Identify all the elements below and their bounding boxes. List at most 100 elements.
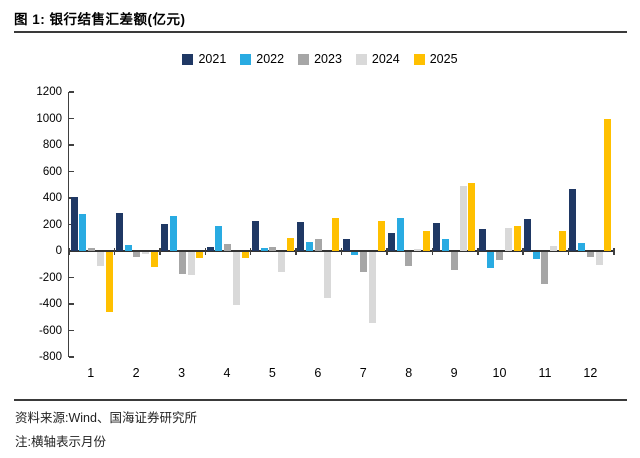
bar-2021-month-7 [342,239,350,251]
bar-2021-month-8 [387,233,395,251]
bar-2023-month-12 [586,251,594,258]
x-axis-label-6: 6 [314,366,322,380]
bar-2022-month-1 [79,213,87,251]
bar-2023-month-4 [224,243,232,251]
x-axis-tick [613,247,615,255]
bar-2025-month-4 [241,251,249,259]
y-axis-tick [69,303,74,305]
bar-group-month-7 [341,92,386,357]
bar-2024-month-10 [504,227,512,251]
bar-2024-month-2 [142,251,150,254]
bar-2021-month-10 [478,229,486,251]
legend-swatch [182,53,194,65]
legend-item-2025: 2025 [413,52,458,66]
y-axis-tick [69,170,74,173]
x-axis-tick [113,247,116,255]
bar-2025-month-8 [423,231,431,251]
bar-2021-month-9 [433,223,441,251]
bar-2021-month-6 [297,221,305,251]
x-axis-label-12: 12 [583,366,598,380]
legend-item-2023: 2023 [298,52,342,66]
chart-legend: 2021 2022 2023 2024 2025 [0,52,640,66]
bar-2021-month-3 [161,223,169,251]
y-axis-label: -600 [38,324,62,337]
figure-title: 图 1: 银行结售汇差额(亿元) [14,12,186,27]
x-axis-label-8: 8 [405,366,413,380]
x-axis-tick [431,247,434,255]
bar-2023-month-3 [178,251,186,274]
x-axis-label-3: 3 [178,366,186,380]
legend-item-2024: 2024 [355,52,400,66]
x-axis-tick [340,247,343,255]
x-axis-tick [159,247,161,255]
bar-2023-month-6 [314,239,322,251]
legend-swatch [413,53,425,65]
legend-label: 2023 [314,52,342,66]
bar-2024-month-4 [232,251,240,305]
legend-item-2022: 2022 [240,52,284,66]
bar-2024-month-7 [368,251,376,324]
bar-2024-month-12 [595,251,603,265]
y-axis-tick [69,356,74,358]
x-axis-tick [249,247,252,255]
bar-2022-month-5 [260,248,268,251]
x-axis-label-7: 7 [359,366,367,380]
bar-2022-month-12 [577,243,585,251]
bar-2022-month-4 [215,226,223,251]
bar-2023-month-9 [450,251,458,271]
bar-group-month-12 [568,92,613,357]
x-axis-tick [477,247,479,255]
axis-note: 注:横轴表示月份 [15,435,106,449]
x-axis-label-10: 10 [492,366,507,380]
y-axis-label: -800 [38,351,62,363]
bar-2023-month-5 [269,247,277,251]
bar-2022-month-10 [487,251,495,269]
x-axis-label-11: 11 [538,366,552,380]
y-axis-tick [69,144,74,146]
y-axis-label: 600 [42,165,62,178]
bar-2021-month-2 [115,213,123,251]
bar-2023-month-11 [541,251,549,284]
x-axis-label-4: 4 [223,366,231,380]
bar-2022-month-8 [396,217,404,251]
bar-2021-month-4 [206,247,214,251]
x-axis-tick [204,247,206,255]
x-axis-tick [522,247,524,255]
y-axis-label: 1000 [36,112,62,125]
y-axis-label: 200 [42,218,62,231]
bar-2022-month-11 [532,251,540,260]
bar-group-month-9 [432,92,477,357]
y-axis-label: 0 [55,245,62,257]
bar-group-month-2 [114,92,159,357]
y-axis-tick [69,276,74,279]
bar-2024-month-11 [550,246,558,251]
bar-group-month-4 [205,92,250,357]
bar-2021-month-12 [569,189,577,251]
bar-2024-month-6 [323,251,331,299]
bar-2021-month-1 [70,196,78,251]
bar-2025-month-3 [196,251,204,259]
y-axis-tick [69,91,74,93]
bar-2023-month-10 [496,251,504,260]
y-axis-label: 400 [42,192,62,204]
bar-2023-month-7 [360,251,368,272]
bar-2021-month-11 [523,218,531,251]
y-axis-label: 800 [42,139,62,151]
source-note: 资料来源:Wind、国海证券研究所 [15,411,197,425]
x-axis-label-9: 9 [450,366,458,380]
bar-2023-month-1 [88,247,96,251]
x-axis-label-5: 5 [268,366,276,380]
x-axis-label-2: 2 [132,366,140,380]
bar-2024-month-1 [96,251,104,266]
bar-2025-month-9 [468,183,476,251]
y-axis-tick [69,329,74,332]
bar-2024-month-5 [278,251,286,272]
bar-2025-month-10 [513,226,521,251]
bar-2023-month-2 [133,251,141,258]
bar-2024-month-8 [414,249,422,251]
x-axis-label-1: 1 [87,366,95,380]
bar-2022-month-7 [351,251,359,256]
bar-group-month-5 [250,92,295,357]
legend-swatch [298,53,310,65]
bar-2025-month-7 [377,221,385,251]
